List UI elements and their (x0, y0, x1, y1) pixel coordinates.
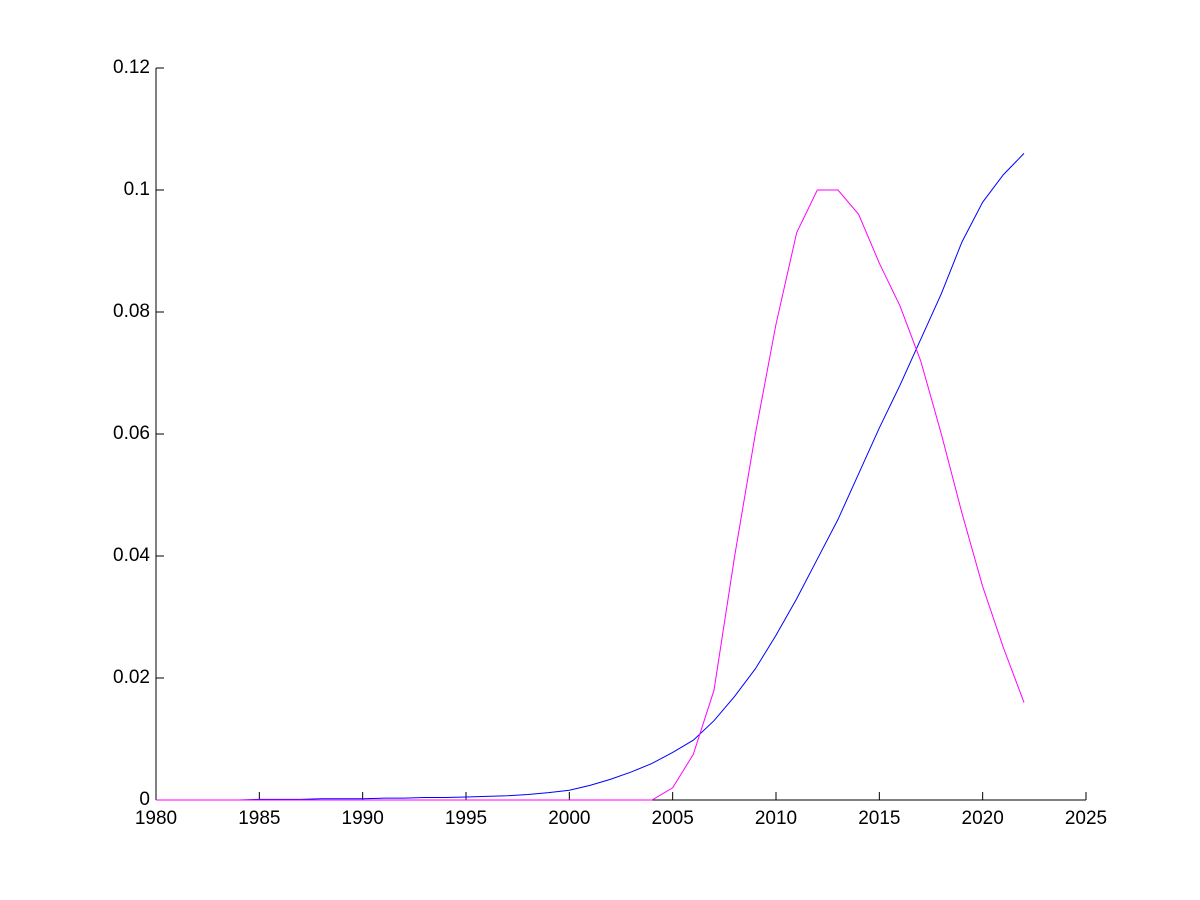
x-tick-label: 1990 (342, 808, 384, 829)
y-tick-label: 0 (139, 789, 150, 810)
x-tick-label: 2005 (652, 808, 694, 829)
y-tick-label: 0.08 (113, 301, 150, 322)
x-tick-label: 2025 (1065, 808, 1107, 829)
y-tick-label: 0.12 (113, 57, 150, 78)
data-line (156, 189, 1025, 801)
y-tick-label: 0.06 (113, 423, 150, 444)
x-tick-label: 2015 (858, 808, 900, 829)
x-tick-label: 2020 (962, 808, 1004, 829)
x-tick-label: 1985 (238, 808, 280, 829)
x-tick-label: 2010 (755, 808, 797, 829)
y-tick-label: 0.04 (113, 545, 150, 566)
y-tick-label: 0.02 (113, 667, 150, 688)
data-line (156, 153, 1025, 801)
x-tick-label: 2000 (548, 808, 590, 829)
x-tick-label: 1980 (135, 808, 177, 829)
y-tick-label: 0.1 (124, 179, 150, 200)
x-tick-label: 1995 (445, 808, 487, 829)
